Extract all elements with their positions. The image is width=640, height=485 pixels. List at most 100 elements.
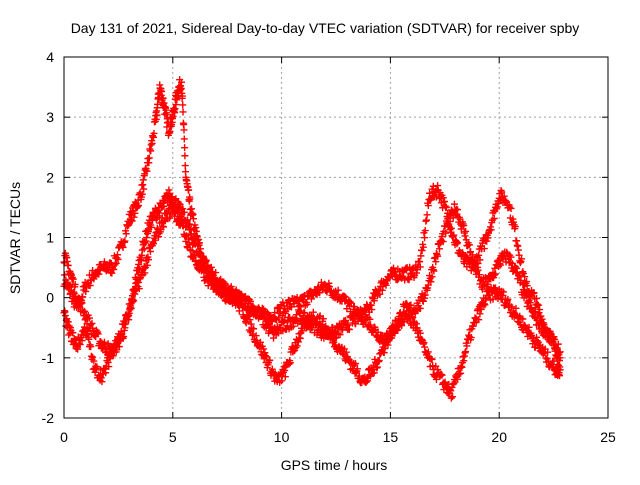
data-point — [186, 195, 194, 203]
data-points — [60, 76, 564, 402]
data-point — [434, 252, 442, 260]
data-point — [321, 281, 329, 289]
data-point — [353, 365, 361, 373]
y-axis-label: SDTVAR / TECUs — [7, 182, 23, 294]
data-point — [158, 87, 166, 95]
data-point — [309, 308, 317, 316]
data-point — [409, 314, 417, 322]
data-point — [421, 227, 429, 235]
data-point — [185, 186, 193, 194]
data-point — [496, 261, 504, 269]
data-point — [350, 361, 358, 369]
data-point — [480, 245, 488, 253]
data-point — [194, 242, 202, 250]
data-point — [131, 290, 139, 298]
data-point — [388, 334, 396, 342]
data-point — [102, 261, 110, 269]
data-point — [209, 275, 217, 283]
data-point — [447, 387, 455, 395]
data-point — [551, 335, 559, 343]
data-point — [462, 227, 470, 235]
data-point — [319, 315, 327, 323]
data-point — [76, 341, 84, 349]
data-point — [328, 328, 336, 336]
data-point — [483, 237, 491, 245]
data-point — [191, 250, 199, 258]
data-point — [467, 334, 475, 342]
data-point — [442, 229, 450, 237]
data-point — [111, 261, 119, 269]
data-point — [471, 257, 479, 265]
data-point — [476, 310, 484, 318]
data-point — [416, 304, 424, 312]
data-point — [204, 282, 212, 290]
data-point — [181, 152, 189, 160]
data-point — [463, 342, 471, 350]
x-axis-label: GPS time / hours — [281, 457, 388, 473]
data-point — [454, 375, 462, 383]
data-point — [370, 369, 378, 377]
data-point — [475, 271, 483, 279]
data-point — [85, 335, 93, 343]
data-point — [368, 306, 376, 314]
data-point — [128, 217, 136, 225]
data-point — [475, 316, 483, 324]
data-point — [179, 108, 187, 116]
x-tick-label: 5 — [169, 429, 177, 445]
data-point — [523, 282, 531, 290]
series-middle-track — [60, 186, 564, 361]
data-point — [507, 204, 515, 212]
data-point — [403, 307, 411, 315]
data-point — [242, 319, 250, 327]
data-point — [475, 251, 483, 259]
data-point — [178, 205, 186, 213]
data-point — [407, 301, 415, 309]
data-point — [87, 343, 95, 351]
data-point — [152, 215, 160, 223]
data-point — [87, 321, 95, 329]
data-point — [334, 324, 342, 332]
data-point — [454, 206, 462, 214]
data-point — [132, 286, 140, 294]
data-point — [439, 238, 447, 246]
data-point — [342, 316, 350, 324]
data-point — [78, 299, 86, 307]
data-point — [130, 213, 138, 221]
data-point — [163, 109, 171, 117]
data-point — [428, 273, 436, 281]
data-point — [454, 239, 462, 247]
data-point — [530, 289, 538, 297]
data-point — [135, 285, 143, 293]
data-point — [274, 314, 282, 322]
data-point — [166, 214, 174, 222]
data-point — [428, 355, 436, 363]
data-point — [140, 185, 148, 193]
data-point — [331, 334, 339, 342]
data-point — [281, 366, 289, 374]
data-point — [517, 276, 525, 284]
data-point — [148, 139, 156, 147]
data-point — [260, 345, 268, 353]
data-point — [421, 291, 429, 299]
y-tick-label: 2 — [46, 169, 54, 185]
axis-ticks: 0 5 10 15 20 25 -2 -1 0 1 2 3 4 — [42, 49, 616, 445]
data-point — [139, 176, 147, 184]
data-point — [250, 325, 258, 333]
data-point — [556, 348, 564, 356]
data-point — [303, 300, 311, 308]
chart-title: Day 131 of 2021, Sidereal Day-to-day VTE… — [71, 20, 580, 36]
data-point — [465, 241, 473, 249]
data-point — [506, 203, 514, 211]
data-point — [97, 366, 105, 374]
data-point — [179, 222, 187, 230]
data-point — [432, 258, 440, 266]
data-point — [125, 312, 133, 320]
data-point — [457, 369, 465, 377]
y-tick-label: -2 — [42, 410, 55, 426]
data-point — [553, 344, 561, 352]
data-point — [140, 262, 148, 270]
data-point — [345, 326, 353, 334]
data-point — [151, 236, 159, 244]
data-point — [89, 353, 97, 361]
x-tick-label: 15 — [383, 429, 399, 445]
